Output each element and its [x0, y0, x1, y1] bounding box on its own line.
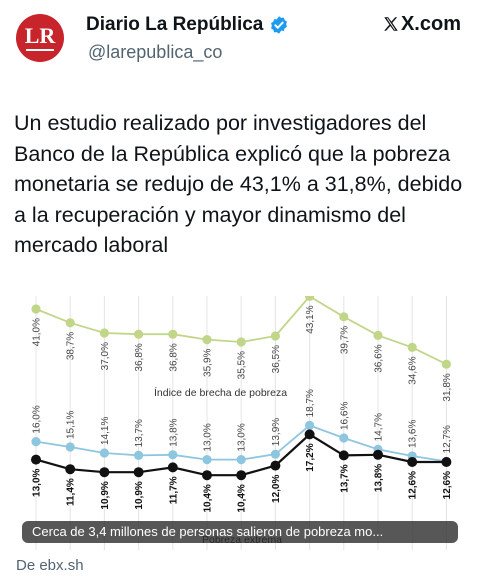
- value-label-brecha: 15,1%: [66, 411, 77, 439]
- value-label-extrema: 10,9%: [100, 481, 111, 509]
- account-name[interactable]: Diario La República: [86, 14, 264, 35]
- value-label-brecha: 13,0%: [237, 423, 248, 451]
- value-label-brecha: 16,6%: [339, 402, 350, 430]
- point-monetaria: [339, 312, 349, 322]
- point-monetaria: [373, 330, 383, 340]
- point-brecha: [65, 442, 75, 452]
- value-label-extrema: 12,0%: [271, 474, 282, 502]
- value-label-brecha: 18,7%: [305, 389, 316, 417]
- value-label-extrema: 17,2%: [305, 443, 316, 471]
- point-brecha: [202, 455, 212, 465]
- value-label-monetaria: 36,8%: [134, 343, 145, 371]
- point-monetaria: [134, 329, 144, 339]
- account-name-row: Diario La República: [86, 12, 289, 38]
- value-label-monetaria: 35,9%: [203, 348, 214, 376]
- value-label-monetaria: 41,0%: [32, 318, 43, 346]
- tweet-text: Un estudio realizado por investigadores …: [14, 111, 463, 257]
- point-brecha: [270, 449, 280, 459]
- point-monetaria: [305, 296, 315, 301]
- avatar-logo-text: LR: [24, 23, 56, 48]
- value-label-brecha: 13,0%: [203, 423, 214, 451]
- point-brecha: [99, 448, 109, 458]
- point-extrema: [31, 454, 41, 465]
- value-label-extrema: 10,4%: [203, 484, 214, 512]
- point-monetaria: [236, 337, 246, 347]
- value-label-brecha: 14,7%: [374, 413, 385, 441]
- point-extrema: [407, 457, 418, 467]
- point-extrema: [202, 470, 212, 481]
- source-label: X.com: [382, 12, 461, 36]
- point-brecha: [31, 437, 41, 447]
- value-label-monetaria: 38,7%: [66, 332, 77, 360]
- value-label-extrema: 13,0%: [32, 468, 43, 496]
- value-label-brecha: 13,9%: [271, 418, 282, 446]
- value-label-extrema: 10,4%: [237, 484, 248, 512]
- avatar[interactable]: LR: [16, 14, 64, 62]
- annotation-brecha: Índice de brecha de pobreza: [154, 386, 287, 399]
- value-label-monetaria: 36,8%: [168, 343, 179, 371]
- value-label-brecha: 13,6%: [408, 420, 419, 448]
- point-monetaria: [65, 318, 75, 328]
- value-label-brecha: 13,7%: [134, 419, 145, 447]
- point-extrema: [133, 467, 144, 478]
- value-label-monetaria: 31,8%: [442, 373, 453, 401]
- poverty-chart: Índice de brecha de pobrezaPobreza extre…: [31, 296, 453, 550]
- account-handle[interactable]: @larepublica_co: [88, 42, 223, 62]
- avatar-logo-underline: [26, 49, 54, 51]
- point-brecha: [339, 433, 349, 443]
- value-label-brecha: 13,8%: [168, 418, 179, 446]
- point-extrema: [99, 467, 110, 478]
- value-label-monetaria: 43,1%: [305, 305, 316, 333]
- point-brecha: [168, 450, 178, 460]
- value-label-extrema: 10,9%: [134, 481, 145, 509]
- point-monetaria: [168, 329, 178, 339]
- source-domain: X.com: [400, 12, 461, 35]
- point-monetaria: [441, 359, 451, 369]
- point-extrema: [65, 464, 76, 475]
- point-monetaria: [270, 331, 280, 341]
- point-extrema: [270, 460, 281, 471]
- point-monetaria: [202, 335, 212, 345]
- point-brecha: [236, 455, 246, 465]
- value-label-extrema: 12,6%: [442, 471, 453, 499]
- value-label-extrema: 13,8%: [374, 464, 385, 492]
- point-monetaria: [407, 342, 417, 352]
- value-label-monetaria: 37,0%: [100, 342, 111, 370]
- x-logo-icon: [384, 17, 398, 31]
- point-extrema: [304, 429, 315, 440]
- point-monetaria: [99, 328, 109, 338]
- point-extrema: [441, 457, 452, 467]
- value-label-brecha: 16,0%: [32, 405, 43, 433]
- value-label-extrema: 11,7%: [168, 476, 179, 504]
- point-extrema: [236, 470, 247, 481]
- value-label-monetaria: 34,6%: [408, 356, 419, 384]
- value-label-monetaria: 36,6%: [374, 344, 385, 372]
- tweet-header: LR Diario La República @larepublica_co X…: [0, 0, 477, 80]
- point-extrema: [167, 462, 178, 473]
- point-brecha: [134, 450, 144, 460]
- point-brecha: [305, 420, 315, 430]
- value-label-monetaria: 35,5%: [237, 351, 248, 379]
- link-source[interactable]: De ebx.sh: [16, 557, 84, 574]
- verified-badge-icon: [271, 16, 288, 34]
- value-label-monetaria: 39,7%: [339, 326, 350, 354]
- card-caption: Cerca de 3,4 millones de personas salier…: [22, 521, 458, 543]
- point-extrema: [338, 450, 349, 461]
- media-card[interactable]: Índice de brecha de pobrezaPobreza extre…: [14, 296, 466, 550]
- point-monetaria: [31, 304, 41, 314]
- value-label-extrema: 13,7%: [339, 464, 350, 492]
- value-label-brecha: 14,1%: [100, 417, 111, 445]
- value-label-extrema: 12,6%: [408, 471, 419, 499]
- value-label-brecha: 12,7%: [442, 425, 453, 453]
- value-label-extrema: 11,4%: [66, 478, 77, 506]
- point-extrema: [373, 449, 383, 460]
- value-label-monetaria: 36,5%: [271, 345, 282, 373]
